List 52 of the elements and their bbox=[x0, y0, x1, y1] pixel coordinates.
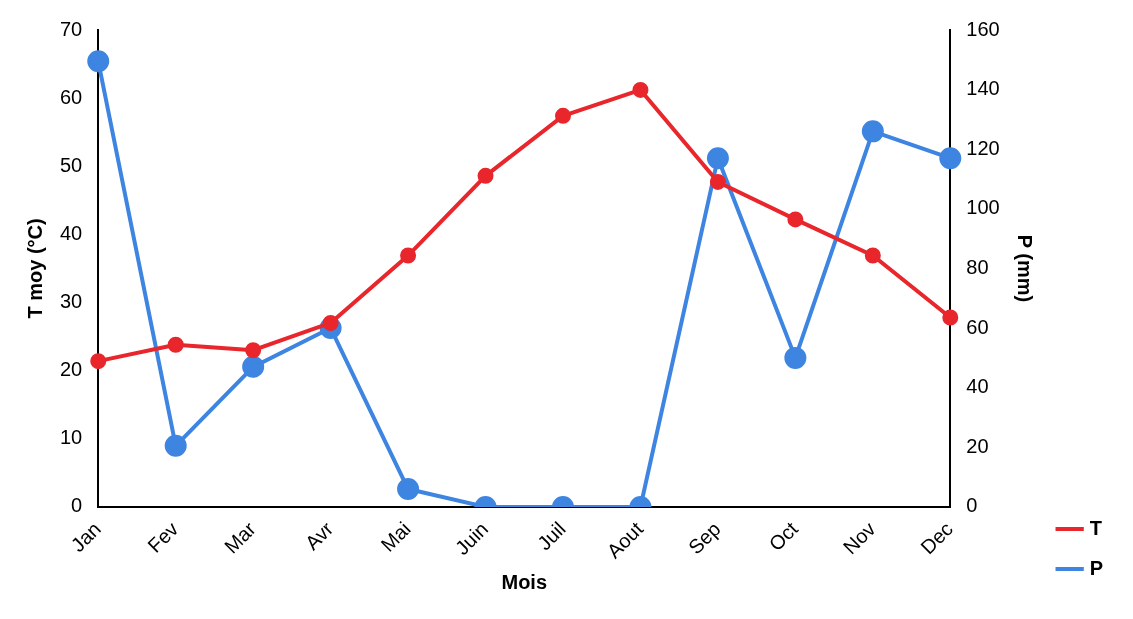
y2-tick-label: 160 bbox=[966, 17, 1000, 40]
point bbox=[942, 309, 959, 326]
x-tick-label: Dec bbox=[916, 517, 958, 559]
point bbox=[477, 167, 494, 184]
legend-label: P bbox=[1089, 556, 1103, 579]
x-tick-label: Juin bbox=[450, 517, 493, 560]
x-axis-title: Mois bbox=[501, 570, 548, 593]
y-tick-label: 70 bbox=[60, 17, 83, 40]
x-tick-label: Fev bbox=[143, 517, 183, 557]
point bbox=[864, 247, 881, 264]
x-tick-label: Avr bbox=[300, 517, 338, 555]
legend-label: T bbox=[1089, 516, 1102, 539]
point bbox=[245, 342, 262, 359]
y-tick-label: 60 bbox=[60, 85, 83, 108]
y-axis-title: T moy (°C) bbox=[23, 218, 46, 319]
y2-tick-label: 100 bbox=[966, 196, 1000, 219]
point bbox=[555, 107, 571, 124]
y2-tick-label: 140 bbox=[966, 77, 1000, 100]
y-tick-label: 40 bbox=[60, 221, 83, 244]
point bbox=[861, 120, 884, 143]
point bbox=[709, 173, 726, 190]
y-tick-label: 10 bbox=[60, 426, 83, 449]
y2-tick-label: 20 bbox=[966, 434, 989, 457]
point bbox=[87, 50, 110, 73]
y-tick-label: 0 bbox=[71, 494, 83, 517]
x-tick-label: Sep bbox=[683, 517, 725, 559]
point bbox=[164, 434, 187, 457]
point bbox=[167, 336, 184, 353]
y-tick-label: 20 bbox=[60, 358, 83, 381]
x-tick-label: Nov bbox=[838, 517, 880, 559]
point bbox=[90, 353, 107, 370]
y2-tick-label: 120 bbox=[966, 136, 1000, 159]
x-tick-label: Jan bbox=[66, 517, 105, 556]
y2-axis-title: P (mm) bbox=[1014, 234, 1037, 303]
point bbox=[400, 247, 417, 264]
y-tick-label: 50 bbox=[60, 153, 83, 176]
point bbox=[784, 346, 807, 369]
y2-tick-label: 60 bbox=[966, 315, 989, 338]
point bbox=[242, 355, 265, 378]
point bbox=[632, 81, 649, 98]
point bbox=[397, 478, 420, 501]
y-tick-label: 30 bbox=[60, 290, 83, 313]
y2-tick-label: 0 bbox=[966, 494, 978, 517]
y2-tick-label: 80 bbox=[966, 255, 989, 278]
point bbox=[787, 211, 804, 228]
y2-tick-label: 40 bbox=[966, 375, 989, 398]
x-tick-label: Mar bbox=[219, 517, 261, 558]
x-tick-label: Oct bbox=[764, 517, 803, 556]
x-tick-label: Mai bbox=[376, 517, 415, 556]
point bbox=[706, 147, 729, 170]
x-tick-label: Juil bbox=[532, 517, 570, 555]
point bbox=[939, 147, 962, 170]
